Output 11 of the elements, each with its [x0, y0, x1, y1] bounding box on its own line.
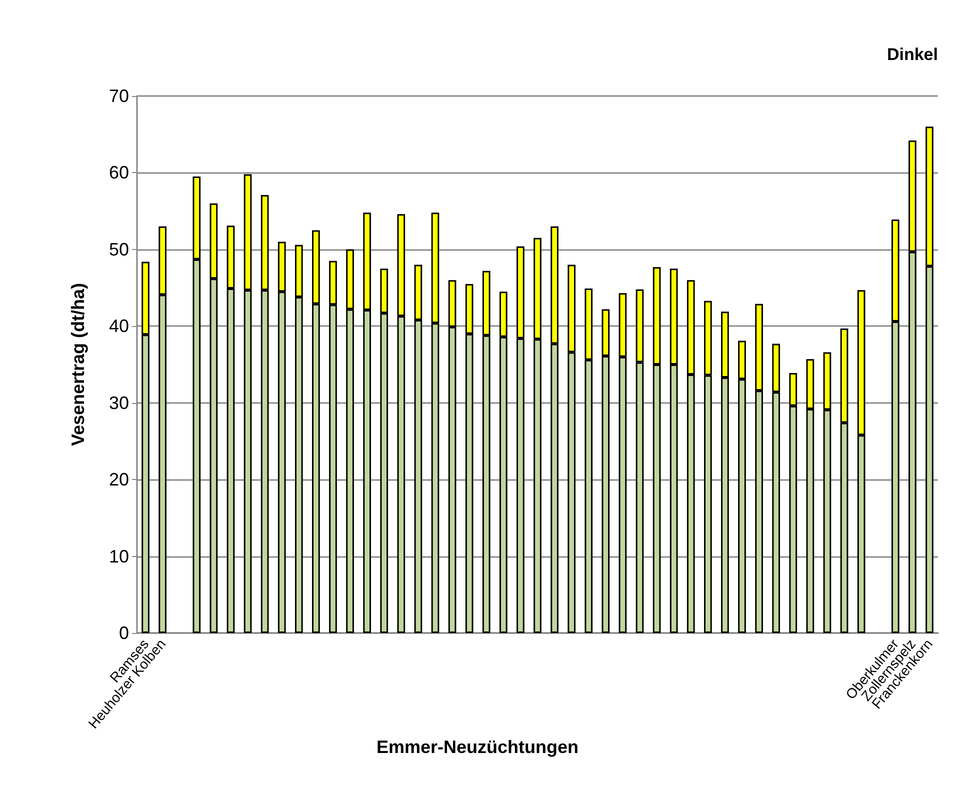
text: Dinkel [886, 45, 938, 64]
y-tick-label: 30 [108, 392, 129, 413]
y-axis-title: Vesenertrag (dt/ha) [68, 282, 88, 446]
y-tick-label: 50 [108, 239, 129, 260]
y-tick-label: 40 [108, 316, 129, 336]
y-tick-label: 20 [108, 470, 129, 490]
y-tick-label: 60 [108, 162, 129, 183]
y-tick-label: 70 [108, 86, 129, 106]
x-axis-title: Emmer-Neuzüchtungen [376, 736, 579, 757]
y-tick-label: 0 [118, 623, 129, 643]
y-tick-label: 10 [108, 546, 129, 566]
